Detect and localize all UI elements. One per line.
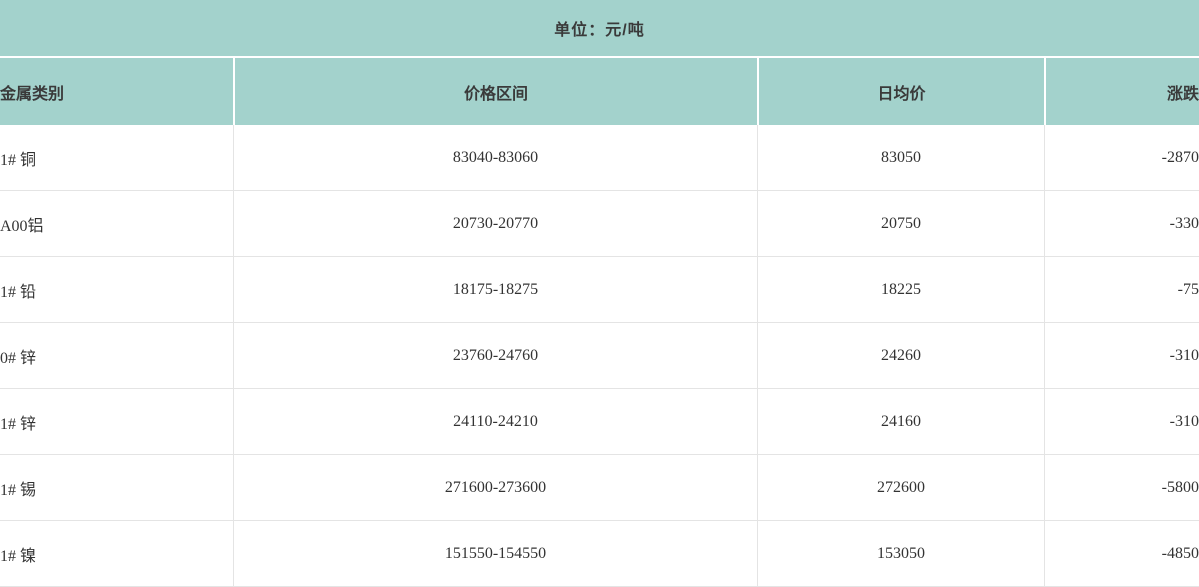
cell-category: 1# 铜 xyxy=(0,125,233,191)
table-row: 1# 锡 271600-273600 272600 -5800 xyxy=(0,455,1199,521)
cell-change: -310 xyxy=(1044,323,1199,389)
cell-change: -4850 xyxy=(1044,521,1199,587)
cell-category: 0# 锌 xyxy=(0,323,233,389)
cell-range: 24110-24210 xyxy=(233,389,757,455)
table-row: 1# 铅 18175-18275 18225 -75 xyxy=(0,257,1199,323)
cell-range: 151550-154550 xyxy=(233,521,757,587)
cell-change: -75 xyxy=(1044,257,1199,323)
cell-avg: 24160 xyxy=(757,389,1044,455)
cell-avg: 83050 xyxy=(757,125,1044,191)
cell-change: -2870 xyxy=(1044,125,1199,191)
table-row: 1# 锌 24110-24210 24160 -310 xyxy=(0,389,1199,455)
cell-change: -330 xyxy=(1044,191,1199,257)
metal-price-table: 金属类别 价格区间 日均价 涨跌 1# 铜 83040-83060 83050 -28… xyxy=(0,58,1199,587)
cell-category: 1# 锡 xyxy=(0,455,233,521)
cell-category: A00铝 xyxy=(0,191,233,257)
cell-range: 23760-24760 xyxy=(233,323,757,389)
unit-bar: 单位：元/吨 xyxy=(0,0,1199,56)
cell-change: -5800 xyxy=(1044,455,1199,521)
cell-avg: 24260 xyxy=(757,323,1044,389)
cell-range: 271600-273600 xyxy=(233,455,757,521)
cell-avg: 153050 xyxy=(757,521,1044,587)
unit-label: 单位：元/吨 xyxy=(554,22,645,39)
column-header-category: 金属类别 xyxy=(0,58,233,125)
column-header-change: 涨跌 xyxy=(1044,58,1199,125)
cell-change: -310 xyxy=(1044,389,1199,455)
cell-range: 18175-18275 xyxy=(233,257,757,323)
cell-category: 1# 镍 xyxy=(0,521,233,587)
cell-category: 1# 铅 xyxy=(0,257,233,323)
table-header-row: 金属类别 价格区间 日均价 涨跌 xyxy=(0,58,1199,125)
cell-avg: 272600 xyxy=(757,455,1044,521)
cell-avg: 18225 xyxy=(757,257,1044,323)
table-body: 1# 铜 83040-83060 83050 -2870 A00铝 20730-20770… xyxy=(0,125,1199,587)
cell-range: 83040-83060 xyxy=(233,125,757,191)
table-row: 1# 镍 151550-154550 153050 -4850 xyxy=(0,521,1199,587)
table-row: 1# 铜 83040-83060 83050 -2870 xyxy=(0,125,1199,191)
table-row: 0# 锌 23760-24760 24260 -310 xyxy=(0,323,1199,389)
table-row: A00铝 20730-20770 20750 -330 xyxy=(0,191,1199,257)
column-header-range: 价格区间 xyxy=(233,58,757,125)
column-header-avg: 日均价 xyxy=(757,58,1044,125)
cell-avg: 20750 xyxy=(757,191,1044,257)
divider xyxy=(0,56,1199,58)
cell-range: 20730-20770 xyxy=(233,191,757,257)
cell-category: 1# 锌 xyxy=(0,389,233,455)
